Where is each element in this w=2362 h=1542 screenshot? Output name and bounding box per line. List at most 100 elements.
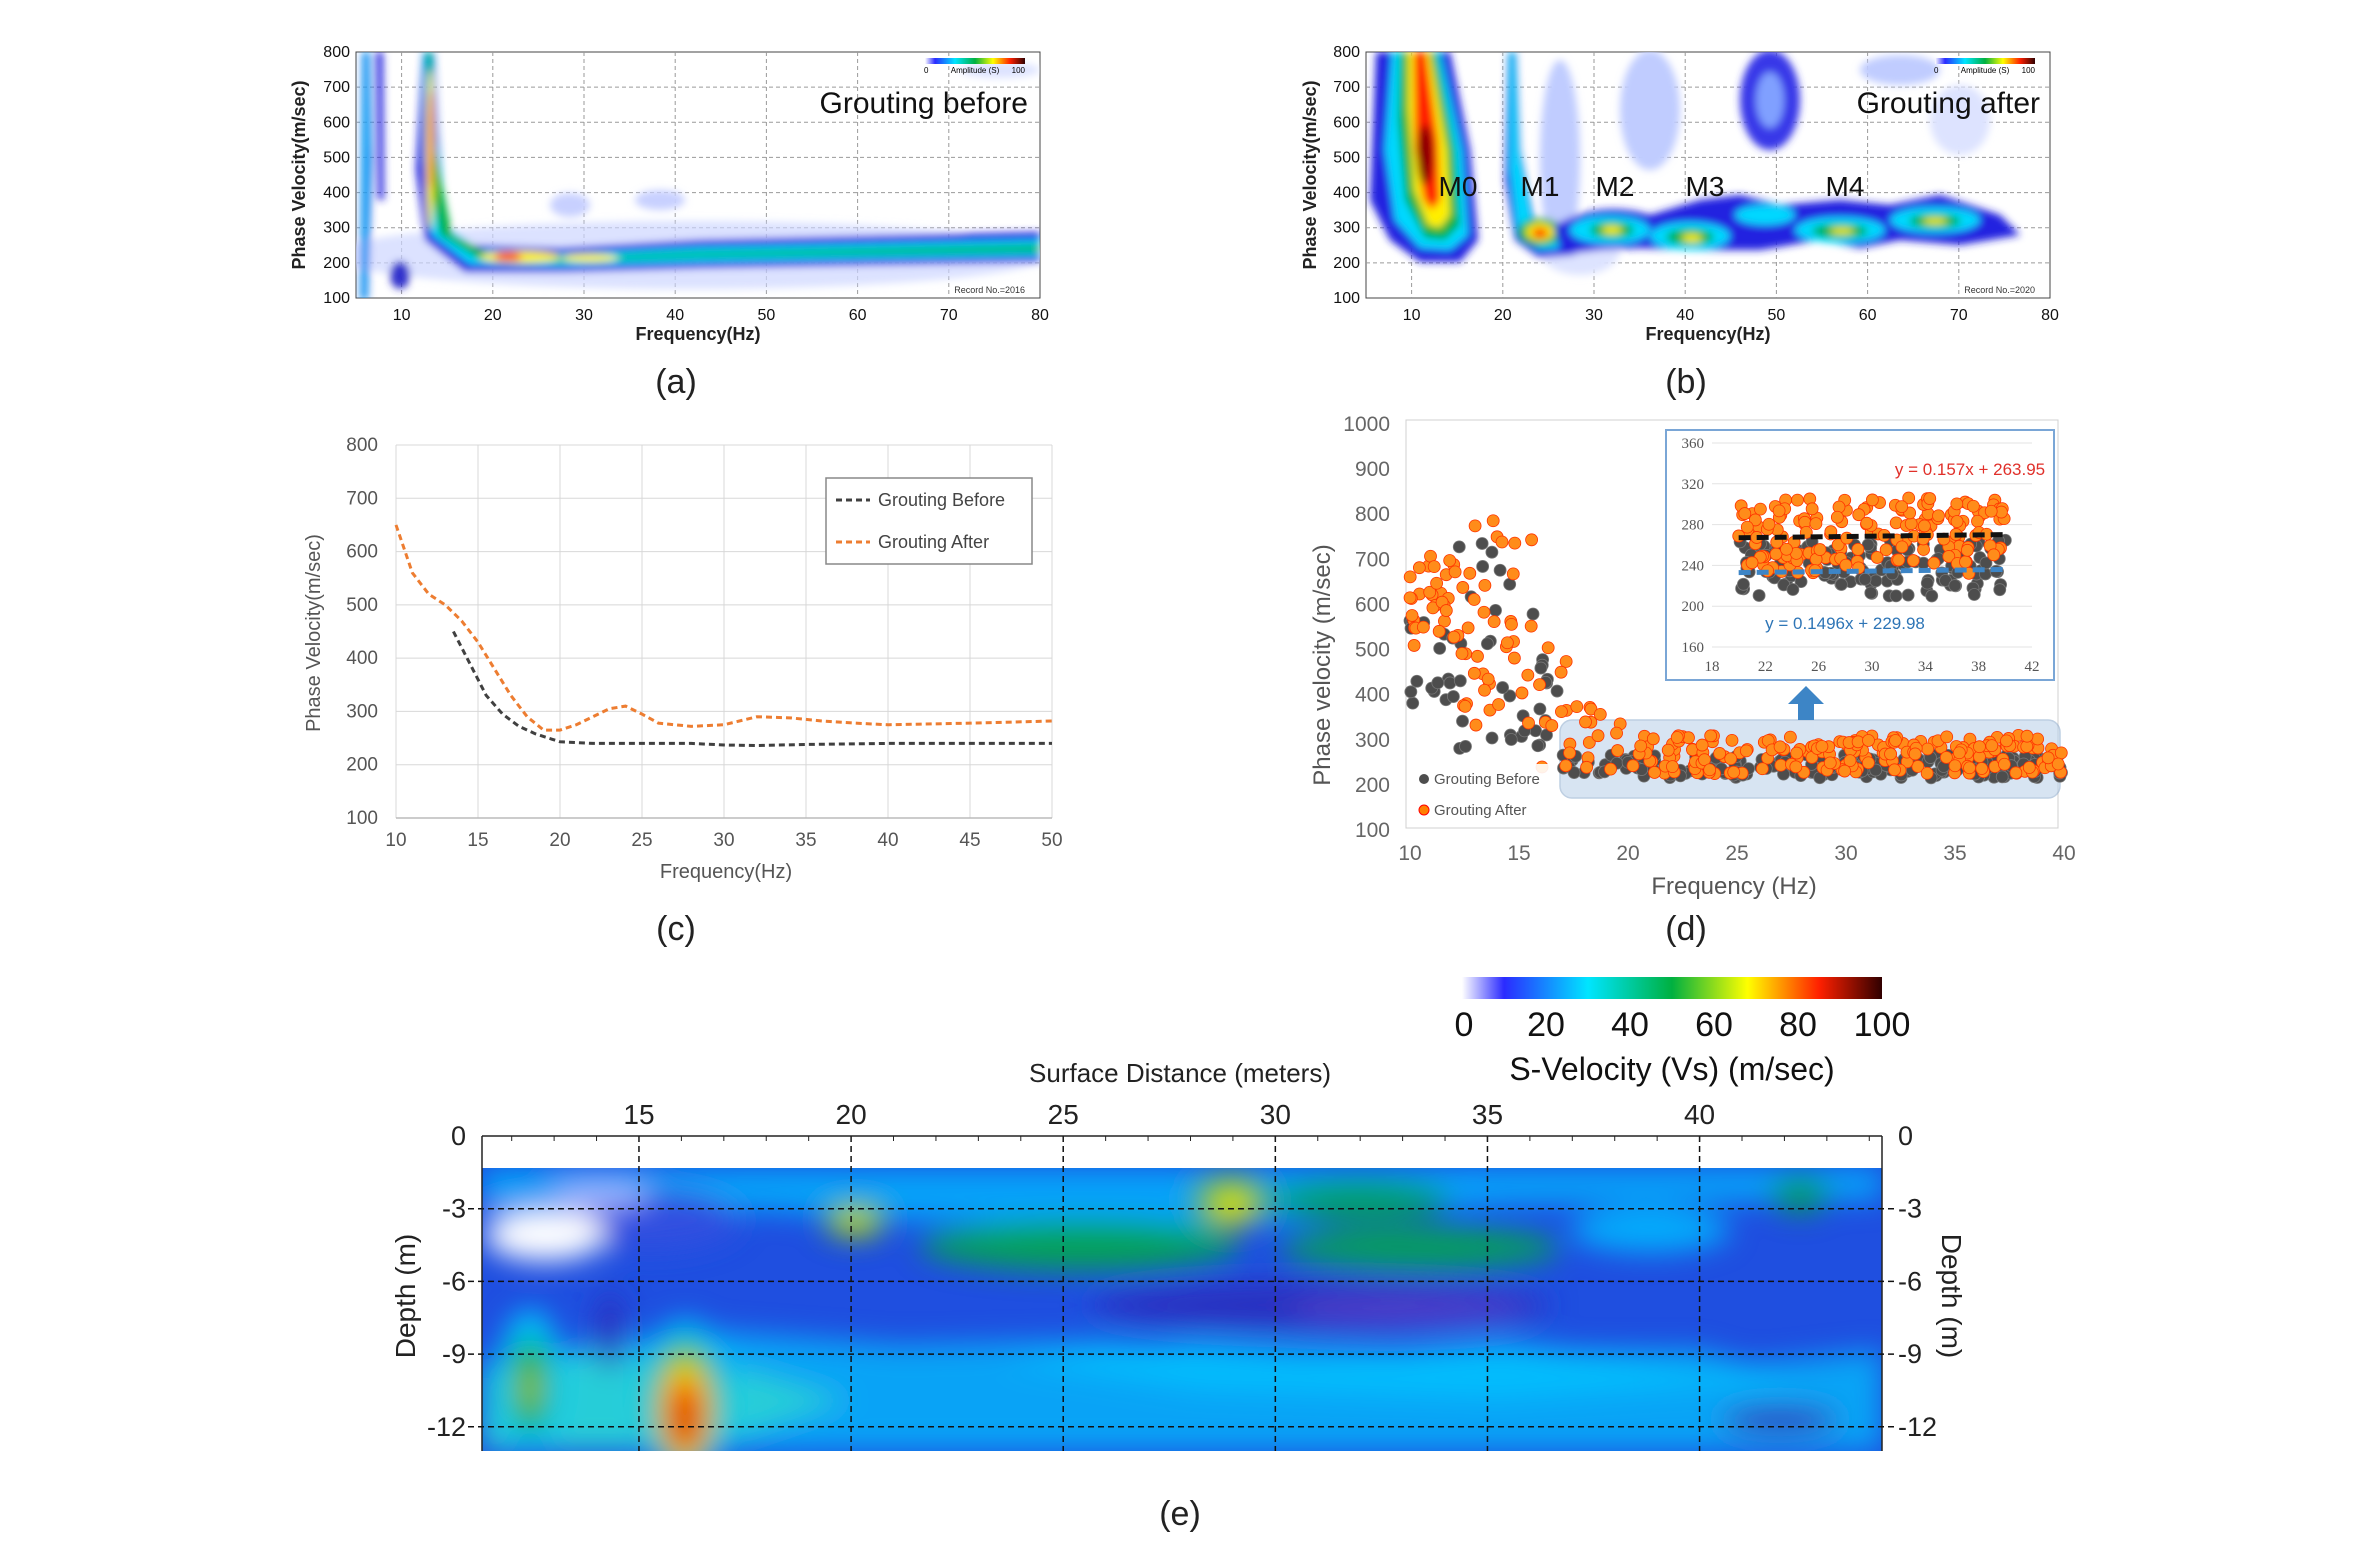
inset-point-before [1869,574,1883,588]
point-grouting-after [2022,761,2036,774]
point-grouting-after [1774,758,1788,772]
panel-c-ytick: 300 [346,701,378,722]
point-grouting-before [1485,731,1499,745]
panel-b-xlabel: Frequency(Hz) [1645,324,1770,344]
point-grouting-after [1427,560,1441,574]
panel-b-xtick: 70 [1950,307,1968,324]
panel-d-ytick: 1000 [1343,413,1390,436]
panel-c-xtick: 45 [959,830,980,851]
inset-point-after [1987,548,2001,562]
point-grouting-after [1505,617,1518,631]
series-grouting-after-line [394,524,1053,732]
panel-e-ytick-left: -6 [442,1266,466,1296]
point-grouting-before [1567,766,1581,779]
inset-xtick: 22 [1758,659,1773,675]
point-grouting-after [1626,759,1640,773]
inset-point-after [1895,500,1909,514]
panel-a-ytick: 500 [323,149,350,166]
point-grouting-before [1533,702,1547,716]
point-grouting-after [1403,591,1417,605]
inset-ytick: 280 [1682,518,1705,534]
panel-d-inset: 160 200 240 280 320 360 18 22 26 30 34 38 42 y = 0.1… [1665,429,2055,681]
point-grouting-after [1461,621,1475,635]
panel-d-ytick: 800 [1355,503,1390,526]
point-grouting-after [1661,743,1675,757]
inset-point-after [1932,509,1945,523]
point-grouting-after [1604,762,1617,776]
point-grouting-after [1610,726,1623,740]
panel-a-ytick: 700 [323,79,350,96]
legend-before-label: Grouting Before [878,490,1005,510]
panel-c: 10 15 20 25 30 35 40 45 50 100 200 300 400 500 600 700 8… [303,435,1063,948]
panel-b-ylabel: Phase Velocity(m/sec) [1300,80,1320,269]
point-grouting-after [1940,730,1954,744]
panel-e-xtick: 25 [1048,1099,1079,1130]
point-grouting-after [2051,757,2065,771]
colorbar-gradient [1462,977,1882,999]
panel-a-ylabel: Phase Velocity(m/sec) [289,80,309,269]
point-grouting-after [2020,729,2034,743]
panel-c-caption: (c) [656,910,696,948]
panel-d-ytick: 600 [1355,593,1390,616]
panel-a-xlabel: Frequency(Hz) [635,324,760,344]
panel-a-ytick: 200 [323,255,350,272]
point-grouting-before [1406,696,1420,710]
point-grouting-after [1430,576,1444,590]
point-grouting-after [1888,763,1901,777]
point-grouting-before [1459,740,1472,753]
point-grouting-before [1526,607,1540,621]
point-grouting-after [1773,740,1787,754]
inset-point-before [1920,576,1934,590]
point-grouting-after [1755,762,1769,776]
point-grouting-after [1646,732,1660,746]
point-grouting-after [2009,766,2023,780]
inset-point-after [1950,497,1964,511]
panel-b-ytick: 700 [1333,79,1360,96]
inset-point-before [1786,583,1800,596]
point-grouting-before [1485,545,1499,559]
panel-b-xtick: 80 [2041,307,2059,324]
panel-d-ytick: 200 [1355,774,1390,797]
point-grouting-after [1492,698,1505,711]
point-grouting-after [1973,740,1986,754]
point-grouting-before [1550,684,1564,698]
point-grouting-after [1889,734,1902,747]
inset-point-before [1993,583,2007,597]
point-grouting-after [1423,585,1437,599]
point-grouting-after [1704,729,1718,743]
inset-fit-before-line [1738,567,2006,576]
inset-point-after [1809,517,1823,531]
point-grouting-after [1790,746,1804,760]
colorbar-tick: 0 [1455,1006,1474,1044]
panel-b-record: Record No.=2020 [1964,285,2035,295]
legend-d-before-swatch [1419,774,1429,784]
panel-a-xtick: 20 [484,307,502,324]
panel-b-ytick: 600 [1333,114,1360,131]
inset-point-before [1925,589,1939,603]
point-grouting-after [1522,716,1535,730]
point-grouting-after [1634,739,1648,753]
panel-e-ytick-right: -12 [1898,1412,1937,1442]
panel-c-xtick: 50 [1041,830,1062,851]
inset-xtick: 38 [1971,659,1986,675]
panel-d-xtick: 30 [1834,842,1857,865]
point-grouting-after [1533,678,1546,692]
panel-b-ytick: 300 [1333,220,1360,237]
panel-a-xtick: 60 [849,307,867,324]
point-grouting-after [1939,751,1953,764]
point-grouting-before [1433,641,1447,655]
point-grouting-after [1555,705,1568,719]
panel-a-xtick: 50 [758,307,776,324]
inset-point-after [1918,519,1931,533]
point-grouting-after [1456,581,1470,594]
inset-point-after [1892,553,1906,567]
inset-xtick: 30 [1865,659,1880,675]
point-grouting-after [1407,639,1421,652]
panel-c-ytick: 700 [346,488,378,509]
point-grouting-after [1815,739,1829,753]
point-grouting-after [1884,747,1897,761]
point-grouting-before [1456,714,1469,728]
panel-b-xtick: 10 [1403,307,1421,324]
panel-e-ylabel-right: Depth (m) [1936,1234,1967,1358]
